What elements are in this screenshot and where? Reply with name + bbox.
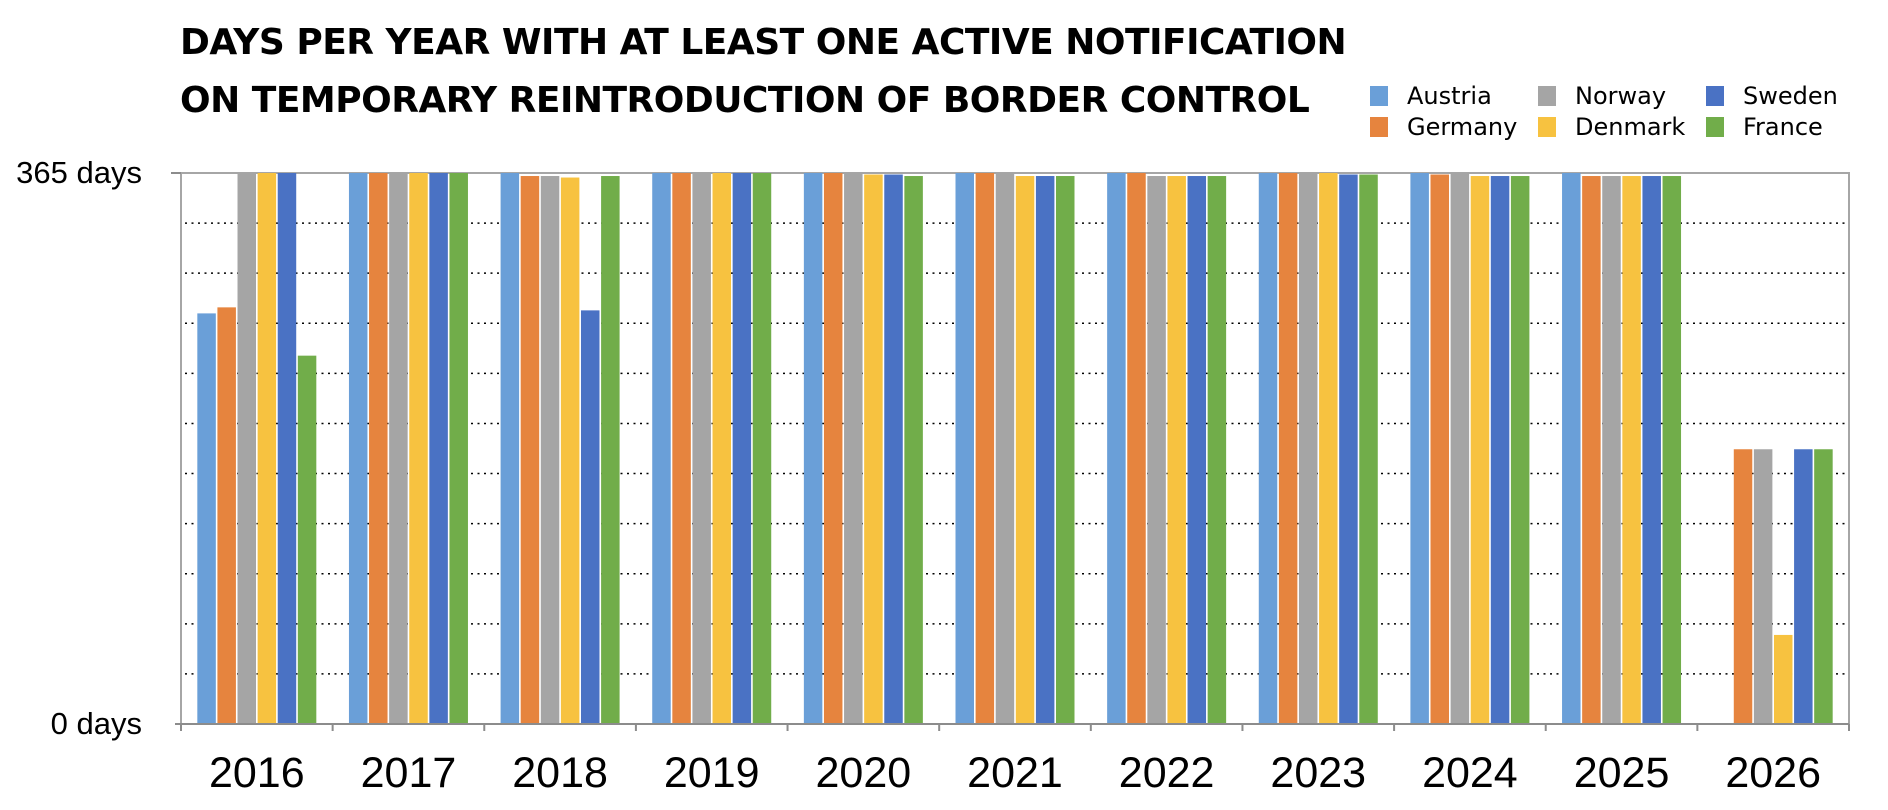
bar-denmark-2017 bbox=[409, 173, 428, 724]
bar-norway-2016 bbox=[237, 173, 257, 724]
bar-norway-2026 bbox=[1753, 449, 1773, 724]
bars bbox=[197, 173, 1833, 725]
x-tick-labels: 2016 2017 2018 2019 2020 2021 2022 2023 2024 2025… bbox=[209, 749, 1821, 797]
x-tick-label: 2020 bbox=[816, 749, 912, 797]
bar-germany-2019 bbox=[672, 173, 691, 724]
legend-swatch-france bbox=[1706, 117, 1724, 137]
legend-swatch-norway bbox=[1538, 86, 1556, 106]
bar-france-2021 bbox=[1056, 176, 1075, 725]
bar-norway-2017 bbox=[389, 173, 408, 724]
bar-norway-2024 bbox=[1450, 173, 1470, 724]
bar-sweden-2017 bbox=[429, 173, 448, 724]
y-tick-label-min: 0 days bbox=[51, 706, 142, 741]
bar-germany-2020 bbox=[823, 173, 843, 724]
bar-france-2017 bbox=[449, 173, 468, 724]
x-tick-label: 2018 bbox=[512, 749, 608, 797]
bar-austria-2020 bbox=[803, 173, 823, 724]
bar-sweden-2016 bbox=[277, 173, 297, 724]
x-tick-label: 2021 bbox=[967, 749, 1063, 797]
bar-austria-2016 bbox=[197, 313, 216, 724]
bar-norway-2018 bbox=[540, 176, 560, 725]
legend-label-denmark: Denmark bbox=[1575, 113, 1685, 141]
bar-sweden-2025 bbox=[1642, 176, 1661, 725]
legend-label-sweden: Sweden bbox=[1743, 82, 1838, 110]
bar-austria-2024 bbox=[1410, 173, 1429, 724]
legend: Austria Germany Norway Denmark Sweden France bbox=[1370, 82, 1838, 141]
bar-denmark-2026 bbox=[1773, 634, 1793, 724]
bar-austria-2025 bbox=[1562, 173, 1581, 724]
bar-germany-2025 bbox=[1582, 176, 1601, 725]
legend-swatch-austria bbox=[1370, 86, 1388, 106]
bar-germany-2023 bbox=[1278, 173, 1298, 724]
legend-label-norway: Norway bbox=[1575, 82, 1666, 110]
bar-france-2026 bbox=[1814, 449, 1833, 724]
x-tick-label: 2019 bbox=[664, 749, 760, 797]
bar-france-2019 bbox=[752, 173, 772, 724]
bar-sweden-2021 bbox=[1035, 176, 1055, 725]
bar-france-2018 bbox=[601, 176, 620, 725]
x-tick-label: 2022 bbox=[1119, 749, 1215, 797]
bar-sweden-2020 bbox=[884, 174, 903, 724]
bar-denmark-2022 bbox=[1167, 176, 1186, 725]
bar-norway-2025 bbox=[1602, 176, 1621, 725]
bar-austria-2022 bbox=[1107, 173, 1126, 724]
bar-germany-2018 bbox=[520, 176, 540, 725]
y-tick-label-max: 365 days bbox=[16, 155, 142, 190]
bar-sweden-2024 bbox=[1490, 176, 1510, 725]
bar-france-2023 bbox=[1359, 174, 1378, 724]
bar-denmark-2016 bbox=[257, 173, 277, 724]
bar-norway-2022 bbox=[1147, 176, 1166, 725]
bar-france-2022 bbox=[1207, 176, 1227, 725]
bar-denmark-2021 bbox=[1015, 176, 1035, 725]
bar-france-2024 bbox=[1510, 176, 1530, 725]
x-tick-label: 2025 bbox=[1574, 749, 1670, 797]
bar-france-2025 bbox=[1662, 176, 1682, 725]
legend-swatch-denmark bbox=[1538, 117, 1556, 137]
bar-austria-2021 bbox=[955, 173, 974, 724]
x-tick-label: 2016 bbox=[209, 749, 305, 797]
bar-germany-2016 bbox=[217, 307, 236, 724]
bar-austria-2019 bbox=[652, 173, 671, 724]
x-tick-label: 2026 bbox=[1725, 749, 1821, 797]
bar-germany-2021 bbox=[975, 173, 995, 724]
legend-swatch-sweden bbox=[1706, 86, 1724, 106]
legend-label-france: France bbox=[1743, 113, 1823, 141]
chart-title: DAYS PER YEAR WITH AT LEAST ONE ACTIVE N… bbox=[180, 22, 1347, 121]
bar-norway-2023 bbox=[1298, 173, 1318, 724]
bar-sweden-2019 bbox=[732, 173, 752, 724]
bar-denmark-2023 bbox=[1319, 173, 1338, 724]
legend-swatch-germany bbox=[1370, 117, 1388, 137]
bar-france-2016 bbox=[297, 355, 317, 724]
bar-denmark-2025 bbox=[1622, 176, 1641, 725]
x-axis bbox=[171, 172, 1850, 731]
bar-germany-2022 bbox=[1127, 173, 1146, 724]
x-tick-label: 2024 bbox=[1422, 749, 1518, 797]
bar-austria-2023 bbox=[1258, 173, 1278, 724]
bar-germany-2026 bbox=[1733, 449, 1753, 724]
bar-norway-2021 bbox=[995, 173, 1015, 724]
x-tick-label: 2023 bbox=[1270, 749, 1366, 797]
bar-norway-2020 bbox=[844, 173, 863, 724]
bar-austria-2018 bbox=[500, 173, 520, 724]
bar-sweden-2022 bbox=[1187, 176, 1207, 725]
legend-label-austria: Austria bbox=[1407, 82, 1492, 110]
bar-denmark-2018 bbox=[560, 177, 580, 725]
bar-germany-2017 bbox=[369, 173, 388, 724]
bar-sweden-2018 bbox=[580, 310, 600, 724]
bar-norway-2019 bbox=[692, 173, 711, 724]
bar-denmark-2019 bbox=[712, 173, 732, 724]
bar-austria-2017 bbox=[348, 173, 368, 724]
bar-denmark-2020 bbox=[864, 174, 883, 724]
bar-france-2020 bbox=[904, 176, 923, 725]
bar-sweden-2023 bbox=[1339, 174, 1358, 724]
x-tick-label: 2017 bbox=[361, 749, 457, 797]
bar-denmark-2024 bbox=[1470, 176, 1490, 725]
bar-germany-2024 bbox=[1430, 174, 1450, 724]
bar-sweden-2026 bbox=[1794, 449, 1813, 724]
legend-label-germany: Germany bbox=[1407, 113, 1517, 141]
